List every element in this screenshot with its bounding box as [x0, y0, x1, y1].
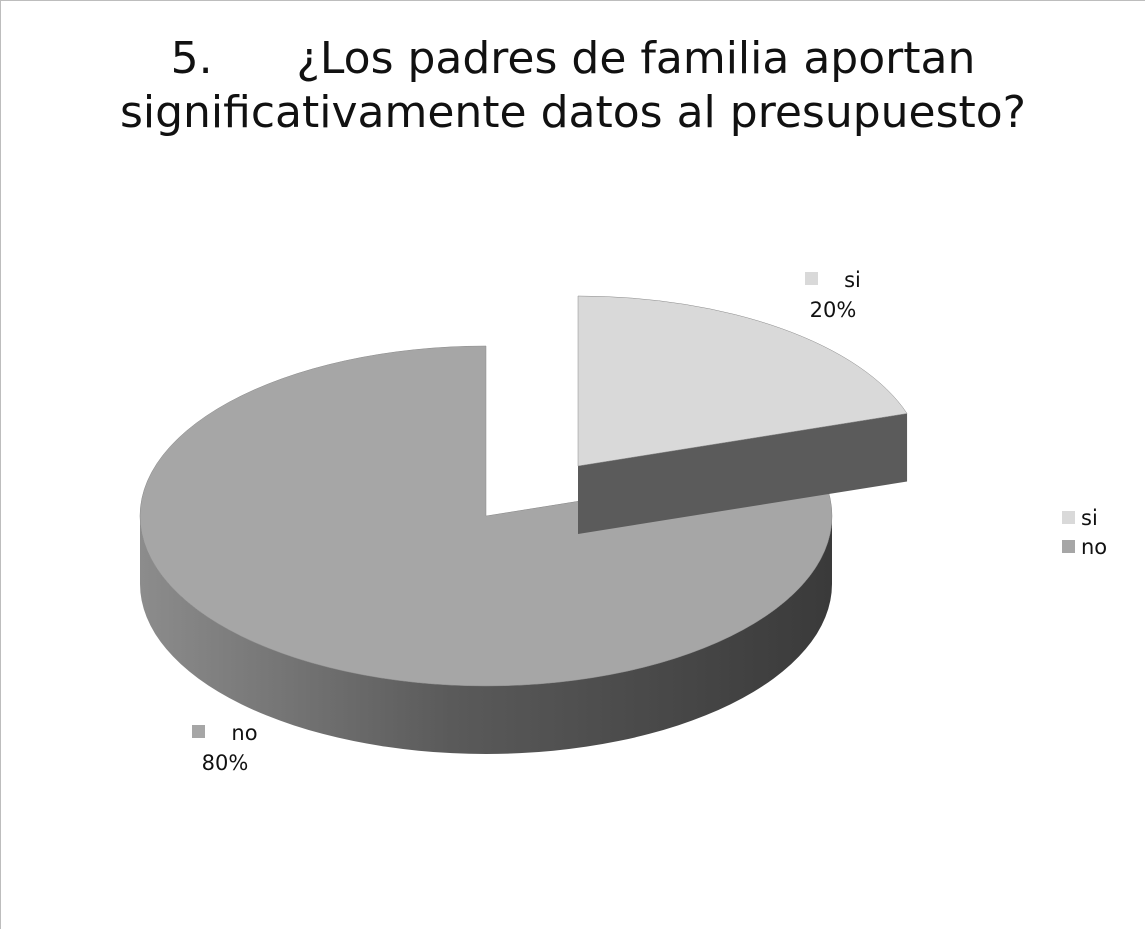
data-label-value-si: 20%: [809, 298, 857, 322]
data-label-si: si 20%: [778, 265, 888, 325]
legend-swatch-no: [1062, 540, 1075, 553]
data-label-no: no 80%: [170, 718, 280, 778]
data-label-category-no: no: [231, 721, 258, 745]
chart-title: 5. ¿Los padres de familia aportan signif…: [0, 32, 1146, 140]
data-label-swatch-no: [192, 725, 206, 738]
slice-side-no: [140, 516, 832, 754]
slice-top-no: [139, 345, 833, 687]
legend-label-si: si: [1081, 506, 1098, 530]
data-label-category-si: si: [844, 268, 861, 292]
slice-si: [577, 295, 908, 534]
legend-item-si: si: [1062, 504, 1107, 533]
legend: si no: [1062, 504, 1107, 562]
legend-item-no: no: [1062, 533, 1107, 562]
legend-label-no: no: [1081, 535, 1108, 559]
data-label-swatch-si: [805, 272, 819, 285]
chart-title-line-2: significativamente datos al presupuesto?: [119, 87, 1027, 138]
slice-top-si: [577, 295, 908, 467]
slice-cut-face-si: [578, 413, 908, 534]
chart-title-line-1: 5. ¿Los padres de familia aportan: [170, 33, 976, 84]
data-label-value-no: 80%: [201, 751, 249, 775]
legend-swatch-si: [1062, 511, 1075, 524]
